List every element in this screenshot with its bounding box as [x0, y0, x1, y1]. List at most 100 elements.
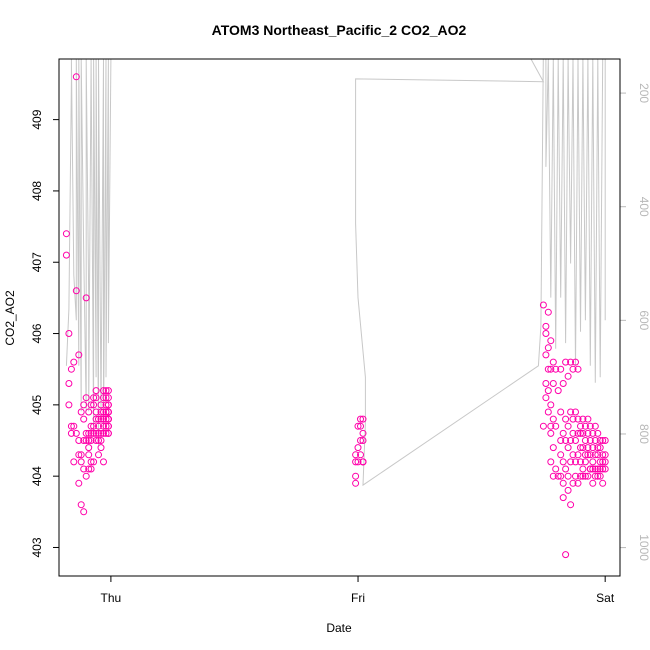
data-point — [104, 394, 112, 402]
data-point — [80, 401, 88, 409]
data-point — [100, 422, 107, 430]
data-point — [569, 415, 577, 423]
data-point — [67, 429, 75, 437]
data-point — [92, 387, 100, 395]
data-point — [77, 458, 85, 466]
data-point — [579, 465, 587, 473]
data-point — [594, 465, 602, 473]
data-point — [577, 429, 584, 437]
data-point — [352, 451, 360, 459]
data-point — [354, 422, 362, 430]
data-point — [569, 479, 577, 487]
data-point — [62, 230, 70, 238]
data-point — [357, 451, 364, 459]
data-point — [80, 437, 88, 444]
data-point — [65, 380, 73, 387]
data-point — [104, 429, 112, 437]
data-point — [359, 437, 367, 444]
data-point — [102, 422, 110, 430]
data-point — [552, 422, 560, 430]
data-point — [591, 422, 599, 430]
data-point — [599, 451, 607, 459]
data-point — [596, 444, 604, 452]
data-point — [97, 415, 105, 423]
data-point — [552, 465, 560, 473]
data-point — [572, 437, 579, 444]
data-point — [92, 408, 100, 416]
data-point — [584, 444, 592, 452]
data-point — [72, 73, 80, 81]
data-point — [574, 451, 582, 459]
data-point — [574, 429, 582, 437]
data-point — [581, 451, 589, 459]
data-point — [92, 394, 100, 402]
data-point — [104, 415, 112, 423]
data-point — [102, 415, 110, 423]
data-point — [65, 330, 73, 337]
data-point — [97, 408, 105, 416]
data-point — [596, 437, 604, 444]
data-point — [572, 358, 579, 366]
data-point — [562, 415, 570, 423]
data-point — [354, 458, 362, 466]
data-point — [82, 429, 90, 437]
data-point — [72, 429, 80, 437]
data-point — [97, 437, 105, 444]
data-point — [601, 458, 609, 466]
data-point — [85, 465, 93, 473]
data-point — [557, 365, 565, 373]
data-point — [352, 472, 360, 480]
right-tick-label: 1000 — [637, 534, 650, 561]
data-point — [559, 458, 567, 466]
data-point — [591, 465, 599, 473]
data-point — [549, 358, 557, 366]
data-point — [85, 437, 93, 444]
data-point — [564, 472, 572, 480]
data-point — [80, 508, 88, 516]
data-point — [572, 458, 579, 466]
data-point — [599, 465, 607, 473]
data-point — [542, 351, 550, 359]
data-point — [65, 401, 73, 409]
data-point — [596, 465, 604, 473]
data-point — [562, 437, 570, 444]
data-point — [100, 429, 107, 437]
data-point — [92, 429, 100, 437]
data-point — [75, 479, 83, 487]
data-point — [567, 358, 575, 366]
data-point — [577, 444, 584, 452]
data-point — [591, 472, 599, 480]
data-point — [601, 465, 609, 473]
data-point — [90, 458, 98, 466]
data-point — [586, 465, 594, 473]
x-tick-label: Thu — [101, 591, 122, 605]
data-point — [559, 479, 567, 487]
data-point — [100, 458, 107, 466]
data-point — [542, 394, 550, 402]
data-point — [90, 422, 98, 430]
right-tick-label: 400 — [637, 197, 650, 217]
data-point — [70, 458, 78, 466]
data-point — [90, 401, 98, 409]
data-point — [67, 422, 75, 430]
data-point — [82, 472, 90, 480]
data-point — [75, 351, 83, 359]
data-point — [599, 458, 607, 466]
data-point — [584, 451, 592, 459]
data-point — [557, 408, 565, 416]
data-point — [569, 451, 577, 459]
data-point — [567, 437, 575, 444]
data-point — [589, 458, 597, 466]
data-point — [549, 472, 557, 480]
y-tick-label: 409 — [30, 109, 44, 129]
data-point — [104, 387, 112, 395]
data-point — [80, 465, 88, 473]
plot-frame — [58, 58, 621, 577]
data-point — [542, 330, 550, 337]
data-point — [87, 429, 95, 437]
data-point — [72, 287, 80, 295]
data-point — [586, 422, 594, 430]
data-layer — [62, 59, 609, 559]
data-point — [559, 429, 567, 437]
data-point — [564, 422, 572, 430]
